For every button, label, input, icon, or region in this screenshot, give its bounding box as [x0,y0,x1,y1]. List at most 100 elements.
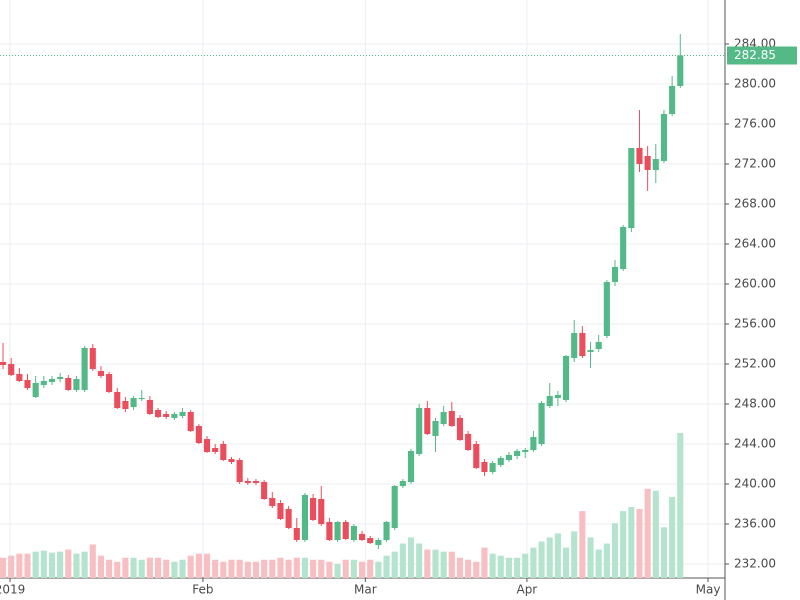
volume-bar [505,557,512,578]
last-price-box [727,46,797,65]
candle-body [530,437,537,450]
volume-bar [293,557,300,578]
candle-body [146,400,153,414]
volume-bar [130,557,137,578]
candle-body [187,412,194,431]
candle-body [8,364,15,375]
y-tick-label: 264.00 [734,237,776,251]
candle-body [652,159,659,170]
volume-bar [0,557,7,578]
candle-body [203,439,211,452]
volume-bar [620,511,627,578]
candle-body [432,421,439,436]
volume-bar [171,561,178,578]
candle-body [424,408,431,434]
candle-body [497,458,504,465]
candle-body [24,380,31,388]
candle-body [440,412,447,424]
volume-bar [587,537,594,578]
volume-bar [81,551,88,578]
y-tick-label: 280.00 [734,77,776,91]
candle-body [318,499,325,524]
volume-bar [334,563,341,578]
volume-bar [522,553,529,578]
candle-body [310,498,317,520]
volume-bar [285,559,292,578]
candle-body [620,227,627,269]
volume-bar [65,549,72,578]
volume-bar [179,559,186,578]
volume-bar [514,557,521,578]
volume-bar [424,549,431,578]
x-tick-label: Mar [354,583,377,597]
candle-body [130,398,137,407]
volume-bar [203,553,211,578]
candle-body [416,408,423,454]
x-tick-label: May [696,583,721,597]
volume-bar [375,561,382,578]
volume-bar [367,559,374,578]
candle-body [252,481,260,483]
y-tick-label: 240.00 [734,477,776,491]
volume-bar [236,559,243,578]
candle-body [89,348,96,369]
candle-body [81,348,88,390]
volume-bar [40,550,47,578]
volume-bar [473,561,480,578]
volume-bar [562,547,570,578]
candle-body [669,86,676,114]
volume-bar [252,561,260,578]
candle-body [179,412,186,416]
volume-bar [195,553,202,578]
candle-body [407,451,415,482]
volume-bar [497,555,504,578]
volume-bar [32,551,39,578]
candle-body [0,362,7,365]
candle-body [481,462,488,472]
volume-bar [530,547,537,578]
volume-bar [595,549,602,578]
volume-bar [603,543,610,578]
y-tick-label: 268.00 [734,197,776,211]
volume-bar [660,527,668,578]
candle-body [677,55,684,86]
candle-body [195,426,202,443]
candle-body [660,114,668,161]
candle-body [562,356,570,400]
volume-bar [448,551,455,578]
volume-bar [489,553,496,578]
volume-bar [342,559,349,578]
volume-bar [138,559,145,578]
candle-body [228,459,235,462]
volume-bar [611,523,619,578]
volume-bar [277,557,284,578]
volume-bar [465,559,472,578]
x-tick-label: 2019 [0,583,25,597]
candle-body [114,392,121,408]
volume-bar [432,549,439,578]
volume-bar [48,552,56,578]
candle-body [579,333,586,356]
candle-body [473,444,480,468]
volume-bar [407,537,415,578]
candle-body [334,522,341,540]
volume-bar [16,553,23,578]
volume-bar [122,557,129,578]
candle-body [277,503,284,519]
volume-bar [187,555,194,578]
candle-body [595,342,602,349]
volume-bar [579,511,586,578]
candle-body [16,374,23,381]
volume-bar [440,551,447,578]
x-tick-label: Feb [192,583,213,597]
volume-bar [73,553,80,578]
volume-bar [89,544,96,578]
last-price-label: 282.85 [734,48,776,62]
candle-body [383,522,390,540]
volume-bar [269,559,276,578]
candle-body [285,509,292,528]
candle-body [375,540,382,545]
candle-body [293,528,300,540]
volume-bar [318,559,325,578]
volume-bar [677,433,684,578]
